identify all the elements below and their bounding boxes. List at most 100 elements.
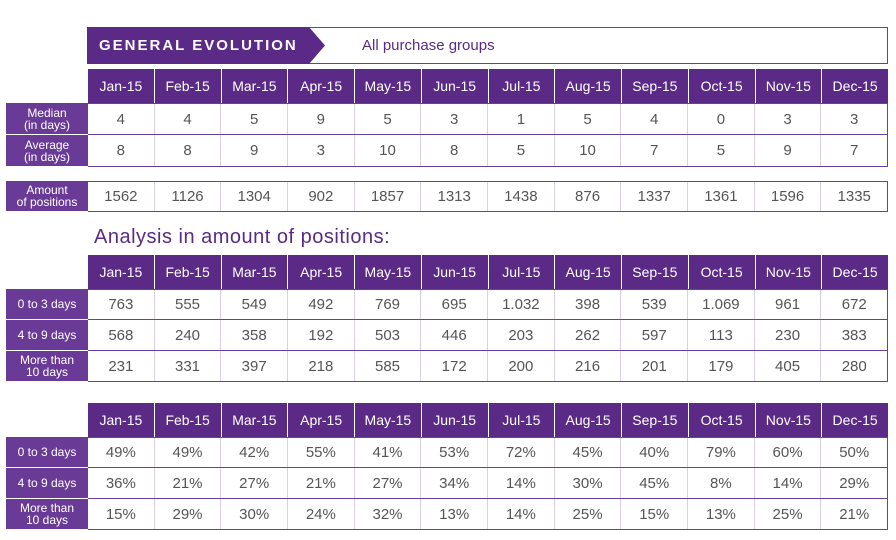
table-row: 49% 49% 42% 55% 41% 53% 72% 45% 40% 79% 60% 50% xyxy=(88,437,888,468)
table-cell: 21% xyxy=(288,468,355,498)
table-cell: 3 xyxy=(421,104,489,134)
month-header-cell: Aug-15 xyxy=(555,69,622,103)
month-header-cell: Jul-15 xyxy=(488,255,556,289)
table-cell: 21% xyxy=(155,468,222,498)
table-cell: 49% xyxy=(88,438,155,467)
table-cell: 14% xyxy=(755,468,822,498)
table-cell: 1126 xyxy=(155,182,222,211)
table-cell: 397 xyxy=(221,351,289,381)
table-cell: 4 xyxy=(155,104,222,134)
label-line2: 10 days xyxy=(25,365,69,379)
table-cell: 4 xyxy=(88,104,155,134)
month-header-cell: Apr-15 xyxy=(288,403,355,437)
month-header-percents: Jan-15 Feb-15 Mar-15 Apr-15 May-15 Jun-15 Jul-… xyxy=(88,403,888,437)
table-cell: 27% xyxy=(355,468,422,498)
table-row: 36% 21% 27% 21% 27% 34% 14% 30% 45% 8% 14% 29% xyxy=(88,468,888,499)
row-label: More than 10 days xyxy=(6,351,88,382)
table-cell: 24% xyxy=(288,499,355,529)
month-header-cell: May-15 xyxy=(355,255,422,289)
table-cell: 231 xyxy=(88,351,155,381)
month-header-cell: Aug-15 xyxy=(555,403,622,437)
table-cell: 539 xyxy=(621,290,689,319)
table-cell: 8% xyxy=(688,468,755,498)
row-label: 4 to 9 days xyxy=(6,468,88,499)
table-cell: 1562 xyxy=(88,182,155,211)
table-cell: 14% xyxy=(488,468,555,498)
month-header-cell: Nov-15 xyxy=(755,403,823,437)
table-cell: 585 xyxy=(355,351,422,381)
general-evolution-banner: GENERAL EVOLUTION All purchase groups xyxy=(87,27,888,64)
table-cell: 555 xyxy=(155,290,222,319)
month-header-cell: Jan-15 xyxy=(88,403,155,437)
label-line2: of positions xyxy=(16,195,78,209)
table-cell: 1.069 xyxy=(688,290,755,319)
table-cell: 7 xyxy=(850,142,859,159)
label-line1: More than xyxy=(19,501,75,515)
table-row: 568 240 358 192 503 446 203 262 597 113 230 383 xyxy=(88,320,888,351)
month-header-cell: Feb-15 xyxy=(154,403,222,437)
month-header-cell: Sep-15 xyxy=(622,69,689,103)
row-label: 0 to 3 days xyxy=(6,289,88,320)
table-cell: 695 xyxy=(421,290,489,319)
row-label: 4 to 9 days xyxy=(6,320,88,351)
month-header-cell: Jun-15 xyxy=(421,255,489,289)
table-cell: 902 xyxy=(288,182,355,211)
month-header-cell: Mar-15 xyxy=(221,69,289,103)
table-cell: 549 xyxy=(221,290,289,319)
table-cell: 29% xyxy=(155,499,222,529)
month-header-cell: Dec-15 xyxy=(822,69,888,103)
table-cell: 25% xyxy=(755,499,822,529)
table-cell: 4 xyxy=(621,104,689,134)
table-cell: 200 xyxy=(488,351,555,381)
banner-subtitle: All purchase groups xyxy=(362,37,495,54)
label-line1: Amount xyxy=(26,183,68,197)
month-header-cell: Oct-15 xyxy=(688,255,756,289)
label-line1: Average xyxy=(24,137,70,152)
row-label-median: Median (in days) xyxy=(6,103,88,135)
table-cell: 763 xyxy=(88,290,155,319)
table-cell: 1313 xyxy=(421,182,489,211)
table-cell: 72% xyxy=(488,438,555,467)
table-cell: 21% xyxy=(839,505,870,523)
table-cell: 672 xyxy=(841,296,867,313)
table-cell: 405 xyxy=(755,351,822,381)
table-cell: 50% xyxy=(839,444,870,461)
table-cell: 42% xyxy=(221,438,289,467)
table-cell: 5 xyxy=(355,104,422,134)
table-cell: 203 xyxy=(488,320,555,350)
month-header-cell: Nov-15 xyxy=(755,69,823,103)
month-header-cell: Dec-15 xyxy=(822,255,888,289)
label-line2: (in days) xyxy=(23,149,70,164)
table-cell: 446 xyxy=(421,320,489,350)
table-cell: 5 xyxy=(688,135,755,166)
table-cell: 53% xyxy=(421,438,489,467)
table-cell: 218 xyxy=(288,351,355,381)
table-cell: 49% xyxy=(155,438,222,467)
row-label-amount: Amount of positions xyxy=(6,181,88,212)
table-cell: 1335 xyxy=(837,188,871,205)
label-line1: 0 to 3 days xyxy=(17,297,77,311)
table-cell: 13% xyxy=(688,499,755,529)
table-cell: 79% xyxy=(688,438,755,467)
month-header-cell: Oct-15 xyxy=(688,403,756,437)
table-cell: 1337 xyxy=(621,182,689,211)
table-cell: 25% xyxy=(555,499,622,529)
table-cell: 7 xyxy=(621,135,689,166)
table-cell: 179 xyxy=(688,351,755,381)
table-cell: 876 xyxy=(555,182,622,211)
table-cell: 358 xyxy=(221,320,289,350)
table-cell: 1361 xyxy=(688,182,755,211)
table-cell: 13% xyxy=(421,499,489,529)
table-cell: 30% xyxy=(555,468,622,498)
month-header-cell: Sep-15 xyxy=(622,255,689,289)
table-cell: 769 xyxy=(355,290,422,319)
table-cell: 36% xyxy=(88,468,155,498)
month-header-cell: Sep-15 xyxy=(622,403,689,437)
table-cell: 240 xyxy=(155,320,222,350)
table-cell: 262 xyxy=(555,320,622,350)
month-header-cell: Apr-15 xyxy=(288,69,355,103)
month-header-cell: Jan-15 xyxy=(88,69,155,103)
table-cell: 568 xyxy=(88,320,155,350)
table-cell: 34% xyxy=(421,468,489,498)
